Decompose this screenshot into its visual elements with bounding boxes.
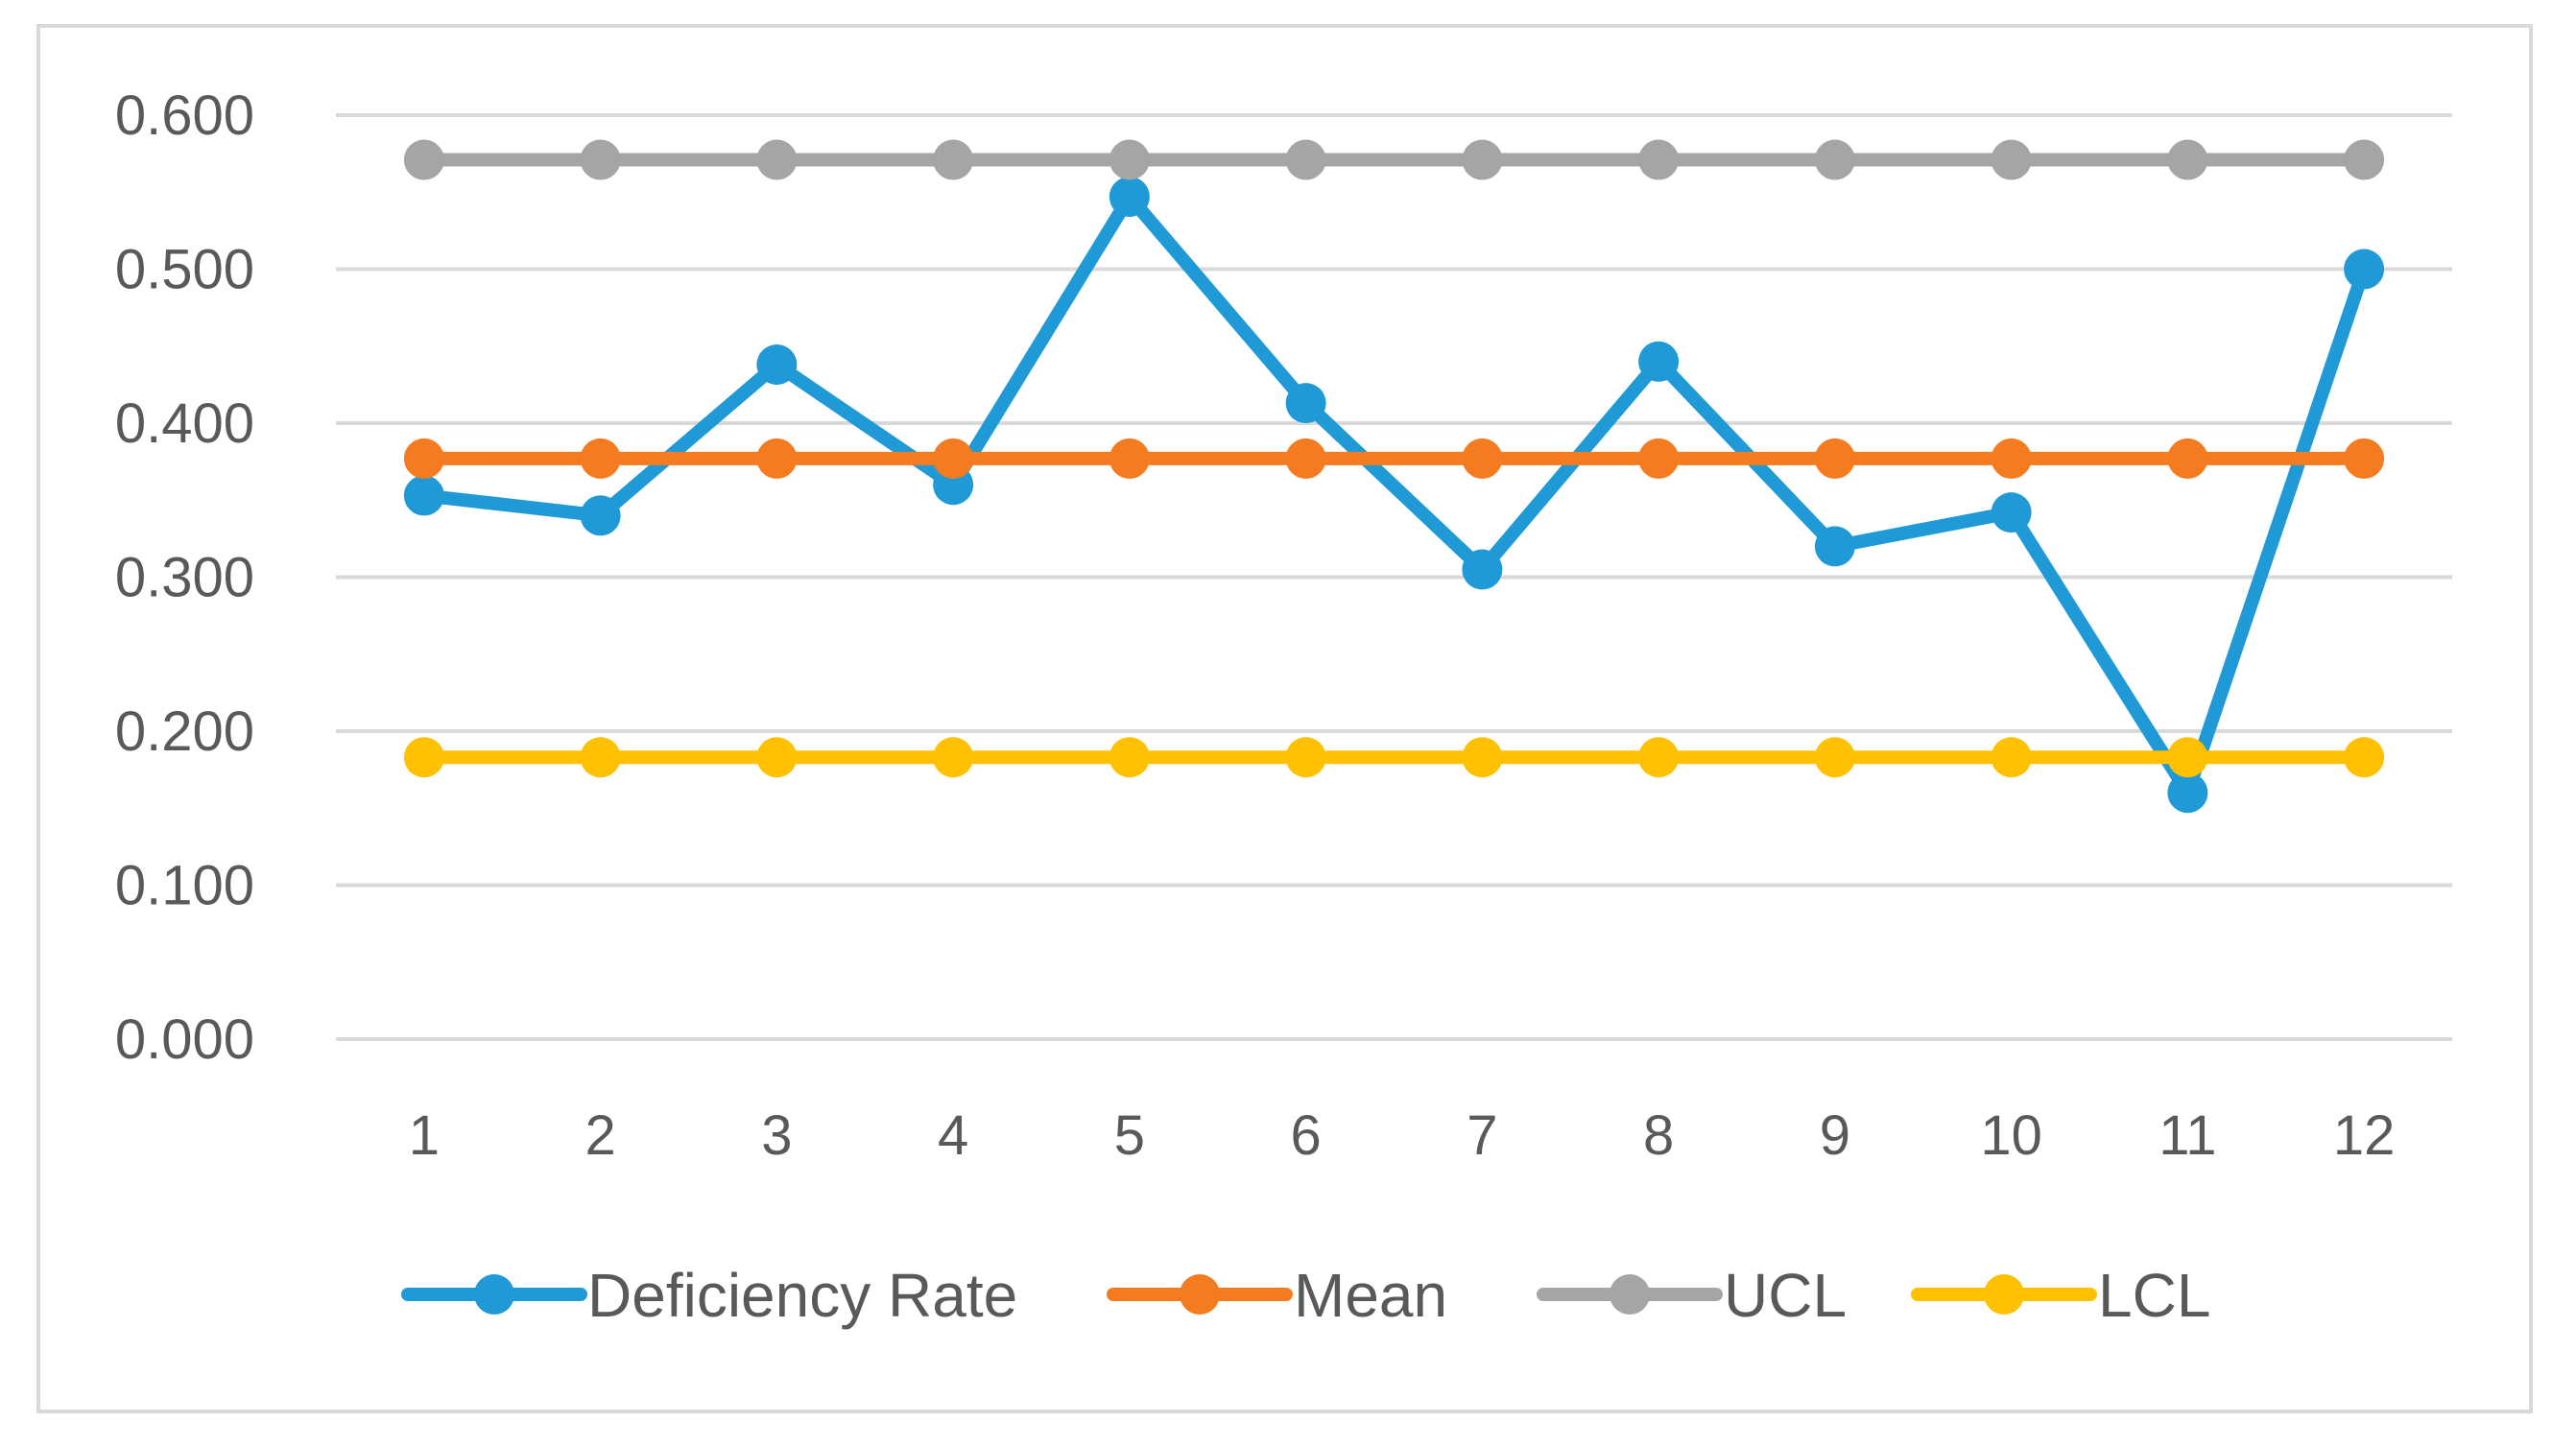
- y-tick-label: 0.600: [115, 84, 254, 147]
- series-group: [403, 139, 2385, 814]
- legend-swatch-marker: [1984, 1274, 2024, 1315]
- x-tick-label: 2: [584, 1104, 615, 1167]
- mean-point: [2344, 438, 2385, 479]
- lcl-point: [580, 737, 621, 778]
- deficiency-rate-point: [1814, 526, 1855, 567]
- legend-item-mean: Mean: [1107, 1261, 1447, 1330]
- lcl-point: [1109, 737, 1150, 778]
- lcl-point: [933, 737, 974, 778]
- y-tick-label: 0.400: [115, 392, 254, 455]
- mean-point: [1462, 438, 1503, 479]
- mean-point: [1109, 438, 1150, 479]
- deficiency-rate-point: [2344, 249, 2385, 290]
- lcl-point: [403, 737, 444, 778]
- series-mean: [403, 438, 2385, 479]
- legend-swatch-marker: [1180, 1274, 1220, 1315]
- ucl-point: [403, 139, 444, 180]
- lcl-point: [1991, 737, 2032, 778]
- mean-point: [2167, 438, 2208, 479]
- gridlines: [336, 113, 2452, 1041]
- deficiency-rate-point: [1109, 177, 1150, 218]
- mean-point: [1991, 438, 2032, 479]
- deficiency-rate-point: [1638, 341, 1680, 382]
- legend-item-lcl: LCL: [1911, 1261, 2210, 1330]
- y-tick-label: 0.000: [115, 1008, 254, 1071]
- lcl-point: [756, 737, 798, 778]
- ucl-point: [1991, 139, 2032, 180]
- ucl-point: [1462, 139, 1503, 180]
- mean-point: [1814, 438, 1855, 479]
- x-tick-label: 1: [409, 1104, 440, 1167]
- ucl-point: [933, 139, 974, 180]
- mean-point: [1638, 438, 1680, 479]
- x-axis-ticks: 1 2 3 4 5 6 7 8 9 10 11 12: [409, 1104, 2396, 1167]
- mean-point: [580, 438, 621, 479]
- x-tick-label: 8: [1643, 1104, 1674, 1167]
- legend-label: Deficiency Rate: [587, 1261, 1017, 1330]
- deficiency-rate-point: [403, 475, 444, 516]
- deficiency-rate-line: [417, 190, 2372, 800]
- x-tick-label: 4: [938, 1104, 968, 1167]
- series-lcl: [403, 737, 2385, 778]
- x-tick-label: 3: [761, 1104, 792, 1167]
- ucl-point: [1109, 139, 1150, 180]
- x-tick-label: 9: [1820, 1104, 1850, 1167]
- legend-label: Mean: [1294, 1261, 1447, 1330]
- ucl-point: [1285, 139, 1326, 180]
- x-tick-label: 7: [1467, 1104, 1497, 1167]
- mean-point: [403, 438, 444, 479]
- x-tick-label: 12: [2333, 1104, 2396, 1167]
- ucl-point: [1638, 139, 1680, 180]
- y-axis-ticks: 0.000 0.100 0.200 0.300 0.400 0.500 0.600: [115, 84, 254, 1071]
- deficiency-rate-point: [580, 495, 621, 536]
- chart-frame: [36, 24, 2533, 1413]
- x-tick-label: 10: [1980, 1104, 2042, 1167]
- mean-point: [756, 438, 798, 479]
- legend-label: LCL: [2098, 1261, 2210, 1330]
- series-deficiency-rate: [403, 177, 2385, 814]
- series-ucl: [403, 139, 2385, 180]
- x-tick-label: 5: [1114, 1104, 1145, 1167]
- legend-label: UCL: [1724, 1261, 1847, 1330]
- lcl-point: [1814, 737, 1855, 778]
- lcl-point: [2344, 737, 2385, 778]
- legend-swatch-marker: [474, 1274, 514, 1315]
- deficiency-rate-point: [1462, 549, 1503, 590]
- deficiency-rate-point: [1991, 492, 2032, 533]
- ucl-point: [2167, 139, 2208, 180]
- legend: Deficiency Rate Mean UCL LCL: [401, 1261, 2210, 1330]
- lcl-point: [1462, 737, 1503, 778]
- y-tick-label: 0.500: [115, 239, 254, 301]
- y-tick-label: 0.300: [115, 547, 254, 609]
- ucl-point: [2344, 139, 2385, 180]
- y-tick-label: 0.200: [115, 700, 254, 763]
- lcl-point: [1638, 737, 1680, 778]
- deficiency-rate-point: [756, 344, 798, 386]
- deficiency-rate-point: [2167, 772, 2208, 814]
- legend-swatch-marker: [1610, 1274, 1650, 1315]
- x-tick-label: 11: [2159, 1104, 2216, 1167]
- legend-item-deficiency-rate: Deficiency Rate: [401, 1261, 1017, 1330]
- x-tick-label: 6: [1290, 1104, 1321, 1167]
- mean-point: [1285, 438, 1326, 479]
- legend-item-ucl: UCL: [1537, 1261, 1847, 1330]
- y-tick-label: 0.100: [115, 855, 254, 917]
- mean-point: [933, 438, 974, 479]
- lcl-point: [2167, 737, 2208, 778]
- ucl-point: [580, 139, 621, 180]
- ucl-point: [1814, 139, 1855, 180]
- deficiency-rate-point: [1285, 383, 1326, 424]
- lcl-point: [1285, 737, 1326, 778]
- ucl-point: [756, 139, 798, 180]
